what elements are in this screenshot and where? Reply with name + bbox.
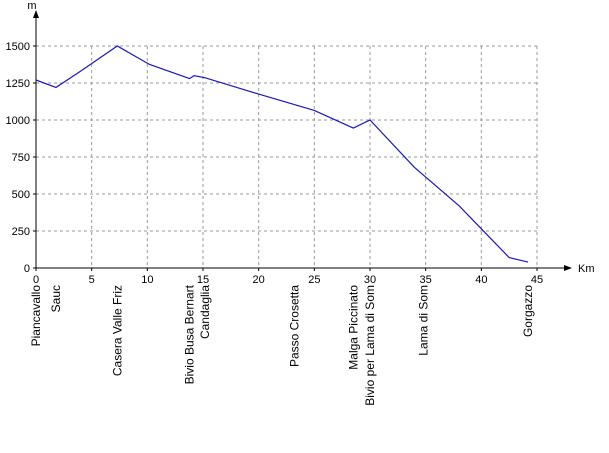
x-tick-label: 45 xyxy=(531,274,543,286)
x-axis-arrow xyxy=(564,265,572,271)
grid-lines xyxy=(36,45,538,268)
waypoint-label: Sauc xyxy=(49,285,63,312)
waypoint-label: Piancavallo xyxy=(29,285,43,347)
y-tick-label: 0 xyxy=(24,263,30,275)
x-tick-label: 30 xyxy=(364,274,376,286)
x-tick-label: 35 xyxy=(420,274,432,286)
axes xyxy=(33,10,572,271)
y-tick-label: 1500 xyxy=(6,41,30,53)
x-tick-label: 15 xyxy=(197,274,209,286)
y-tick-label: 750 xyxy=(12,152,30,164)
waypoint-label: Gorgazzo xyxy=(521,285,535,337)
waypoint-label: Bivio Busa Bernart xyxy=(183,284,197,384)
x-tick-label: 10 xyxy=(141,274,153,286)
waypoint-label: Casera Valle Friz xyxy=(110,285,124,376)
waypoint-labels: Piancavallo Sauc Casera Valle Friz Bivio Bu… xyxy=(29,284,535,405)
x-tick-label: 25 xyxy=(308,274,320,286)
x-tick-labels: 0 5 10 15 20 25 30 35 40 45 xyxy=(33,274,543,286)
x-tick-label: 40 xyxy=(475,274,487,286)
y-axis-arrow xyxy=(33,10,39,18)
waypoint-label: Lama di Som xyxy=(416,285,430,356)
y-axis-unit-label: m xyxy=(27,0,36,12)
y-tick-label: 1250 xyxy=(6,78,30,90)
y-tick-label: 1000 xyxy=(6,115,30,127)
y-tick-label: 500 xyxy=(12,189,30,201)
waypoint-label: Candaglia xyxy=(198,285,212,339)
y-tick-labels: 0 250 500 750 1000 1250 1500 xyxy=(6,41,30,275)
y-tick-label: 250 xyxy=(12,226,30,238)
elevation-series xyxy=(35,45,529,263)
waypoint-label: Passo Crosetta xyxy=(287,285,301,367)
x-tick-label: 20 xyxy=(253,274,265,286)
x-axis-unit-label: Km xyxy=(578,263,595,275)
x-tick-label: 0 xyxy=(33,274,39,286)
elevation-line xyxy=(35,45,529,263)
x-tick-label: 5 xyxy=(89,274,95,286)
waypoint-label: Malga Piccinato xyxy=(346,285,360,370)
waypoint-label: Bivio per Lama di Som xyxy=(363,285,377,406)
